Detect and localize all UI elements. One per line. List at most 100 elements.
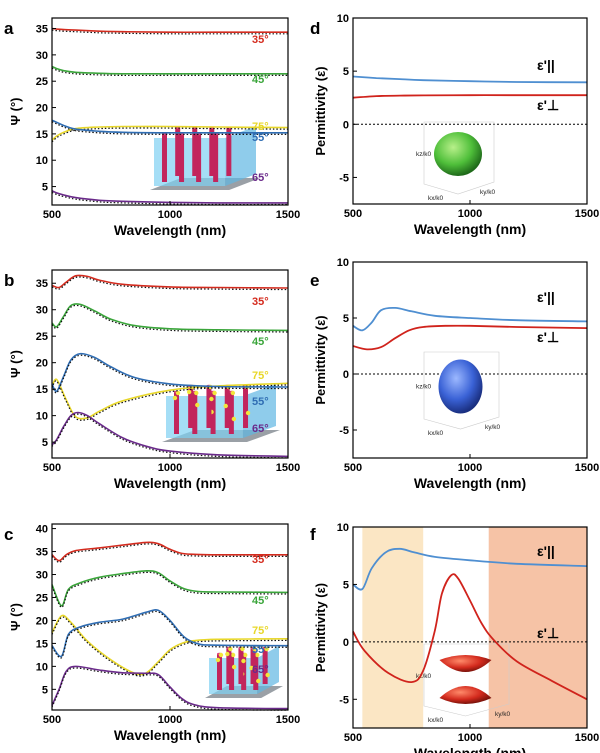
fit-line (51, 667, 289, 711)
hyperboloid-lower-shape (439, 686, 492, 704)
series-line (352, 75, 588, 84)
fit-line (51, 29, 288, 35)
y-axis-label: Ψ (°) (8, 350, 23, 378)
series-line (51, 303, 289, 332)
particle-shape (228, 646, 233, 652)
y-tick-label: -5 (339, 694, 349, 706)
y-tick-label: 5 (343, 579, 349, 591)
x-axis-label: Wavelength (nm) (114, 222, 226, 238)
fit-line (51, 413, 289, 459)
series-line (352, 94, 587, 99)
y-tick-label: 10 (36, 155, 48, 167)
fit-line (51, 610, 289, 659)
y-tick-label: 5 (42, 684, 48, 696)
series-line (51, 411, 289, 458)
particle-shape (241, 658, 246, 664)
panel-a: a 35° 45° 75°55° 65° 500 1000 1500 5 10 15 20 25 30 35… (4, 17, 300, 238)
x-tick-label: 500 (43, 714, 61, 726)
series-label: 75° (252, 370, 269, 382)
matrix-side-shape (225, 126, 256, 186)
panel-e: e kz/k0 kx/k0 ky/k0 ε'|| ε'⊥ 500 1000 1500 -5 0 5 10… (310, 257, 599, 491)
panel-c: c 35° 45° 75° 55° 65° 500 1000 1500 5 10 15 20 25 30 35… (4, 523, 300, 743)
series-line (51, 569, 289, 607)
series-label: 75° (252, 121, 269, 133)
x-tick-label: 1000 (458, 462, 482, 474)
panel-letter: e (310, 271, 319, 290)
y-tick-label: 35 (36, 547, 48, 559)
x-tick-label: 1000 (158, 714, 182, 726)
series-line (51, 274, 289, 289)
series-label: ε'|| (537, 289, 555, 305)
y-tick-label: 25 (36, 592, 48, 604)
y-tick-label: 0 (343, 119, 349, 131)
y-axis-label: Ψ (°) (8, 603, 23, 631)
series-label: 65° (252, 423, 269, 435)
particle-shape (186, 389, 192, 395)
y-tick-label: 40 (36, 524, 48, 536)
particle-shape (231, 664, 237, 670)
particle-shape (195, 402, 200, 408)
x-tick-label: 1000 (458, 732, 482, 744)
y-tick-label: 30 (36, 305, 48, 317)
fit-line (51, 127, 289, 143)
y-tick-label: 10 (36, 661, 48, 673)
inset-green-ellipsoid: kz/k0 kx/k0 ky/k0 (416, 121, 496, 202)
particle-shape (225, 651, 230, 657)
series-line (352, 324, 588, 351)
series-label: 65° (252, 664, 269, 676)
nanorod-shape (226, 128, 232, 176)
nanorod-shape (253, 654, 259, 690)
series-label: ε'⊥ (537, 329, 559, 345)
fit-line (51, 380, 289, 421)
particle-shape (230, 390, 236, 396)
x-tick-label: 1500 (575, 208, 599, 220)
fit-line (51, 543, 288, 563)
inset-blue-ellipsoid: kz/k0 kx/k0 ky/k0 (416, 351, 501, 437)
y-tick-label: 10 (337, 522, 349, 534)
series-label: ε'|| (537, 543, 555, 559)
particle-shape (240, 646, 245, 652)
inset-red-hyperboloid: kz/k0 kx/k0 ky/k0 (416, 643, 511, 724)
y-tick-label: 5 (343, 66, 349, 78)
nanorod-shape (209, 128, 215, 176)
fit-line (51, 191, 289, 206)
particle-shape (172, 395, 178, 401)
nanorod-shape (241, 654, 247, 690)
particle-shape (252, 646, 257, 652)
x-tick-label: 1000 (458, 208, 482, 220)
x-tick-label: 1500 (575, 462, 599, 474)
panel-letter: c (4, 525, 13, 544)
inset-nanorod-array (150, 126, 260, 190)
panel-letter: f (310, 525, 316, 544)
inset-kx-label: kx/k0 (428, 717, 444, 724)
particle-shape (256, 678, 261, 684)
y-tick-label: 10 (337, 13, 349, 25)
ellipsoid-shape (434, 132, 482, 176)
particle-shape (255, 652, 260, 658)
shaded-band (362, 527, 424, 728)
inset-kz-label: kz/k0 (416, 673, 432, 680)
nanorod-shape (250, 648, 256, 684)
nanorod-shape (192, 392, 198, 434)
series-line (51, 65, 288, 75)
nanorod-shape (213, 134, 219, 182)
x-axis-label: Wavelength (nm) (114, 475, 226, 491)
particle-shape (209, 396, 214, 402)
series-line (51, 665, 289, 710)
inset-ky-label: ky/k0 (480, 189, 496, 196)
x-axis-label: Wavelength (nm) (114, 727, 226, 743)
y-tick-label: 35 (36, 278, 48, 290)
inset-ky-label: ky/k0 (485, 424, 501, 431)
y-axis-label: Permittivity (ε) (313, 66, 328, 155)
inset-kx-label: kx/k0 (428, 430, 444, 437)
particle-shape (212, 390, 217, 396)
series-label: 45° (252, 595, 269, 607)
series-label: 45° (252, 74, 269, 86)
x-axis-label: Wavelength (nm) (414, 745, 526, 753)
y-tick-label: 35 (36, 24, 48, 36)
series-label: ε'⊥ (537, 97, 559, 113)
x-tick-label: 500 (344, 462, 362, 474)
x-tick-label: 1500 (276, 714, 300, 726)
series-label: 55° (252, 396, 269, 408)
